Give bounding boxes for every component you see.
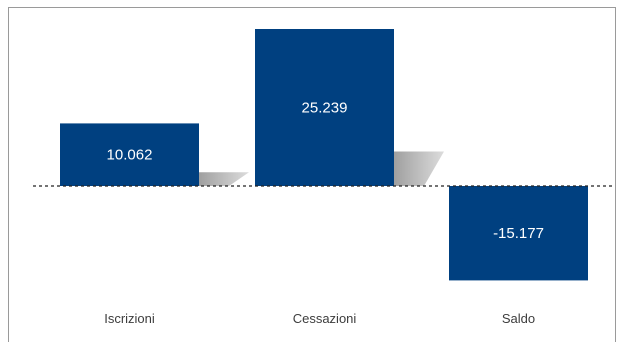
data-labels: 10.062 25.239 -15.177	[107, 100, 544, 243]
data-label-saldo: -15.177	[493, 225, 544, 242]
category-label-saldo: Saldo	[502, 311, 535, 326]
bar-shadows	[199, 151, 444, 186]
chart-frame	[8, 7, 616, 342]
data-label-cessazioni: 25.239	[302, 100, 348, 117]
bar-cessazioni	[255, 29, 394, 186]
category-labels: Iscrizioni Cessazioni Saldo	[104, 311, 535, 326]
bar-shadow-cessazioni	[394, 151, 444, 186]
category-label-cessazioni: Cessazioni	[293, 311, 357, 326]
bar-iscrizioni	[60, 123, 199, 186]
data-label-iscrizioni: 10.062	[107, 147, 153, 164]
bars	[60, 29, 588, 281]
bar-saldo	[449, 186, 588, 281]
bar-shadow-iscrizioni	[199, 172, 249, 186]
category-label-iscrizioni: Iscrizioni	[104, 311, 155, 326]
